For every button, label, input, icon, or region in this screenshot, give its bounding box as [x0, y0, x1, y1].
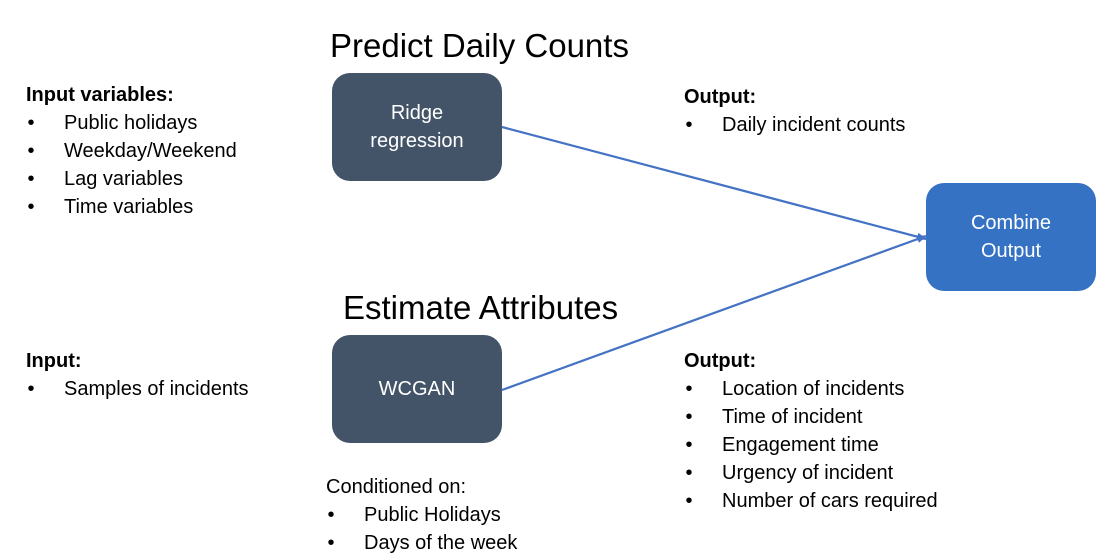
bottom-input-list: • Samples of incidents: [26, 375, 249, 403]
bottom-output-label: Output:: [684, 350, 757, 372]
list-item: • Time of incident: [684, 403, 938, 431]
list-item: • Time variables: [26, 193, 237, 221]
arrow-ridge-to-combine: [501, 125, 927, 241]
bullet-icon: •: [327, 532, 335, 554]
list-item-text: Daily incident counts: [722, 114, 906, 136]
list-item: • Urgency of incident: [684, 459, 938, 487]
bullet-icon: •: [27, 140, 35, 162]
bottom-input-block: Input: • Samples of incidents: [26, 347, 249, 403]
list-item-text: Weekday/Weekend: [64, 140, 237, 162]
bullet-icon: •: [27, 168, 35, 190]
combine-output-label-line1: Combine: [970, 212, 1052, 234]
top-output-label: Output:: [684, 86, 757, 108]
list-item-text: Urgency of incident: [722, 462, 894, 484]
bullet-icon: •: [685, 406, 693, 428]
list-item-text: Time variables: [64, 196, 194, 218]
list-item: • Public holidays: [26, 109, 237, 137]
bullet-icon: •: [685, 490, 693, 512]
wcgan-node: WCGAN: [332, 335, 502, 443]
arrow-wcgan-to-combine: [501, 234, 927, 392]
list-item-text: Location of incidents: [722, 378, 905, 400]
list-item: • Location of incidents: [684, 375, 938, 403]
heading-estimate-attributes: Estimate Attributes: [343, 289, 619, 326]
conditioned-on-label: Conditioned on:: [326, 476, 467, 498]
list-item-text: Time of incident: [722, 406, 863, 428]
conditioned-on-block: Conditioned on: • Public Holidays • Days o…: [326, 473, 517, 557]
list-item: • Daily incident counts: [684, 111, 905, 139]
list-item-text: Lag variables: [64, 168, 183, 190]
heading-predict-daily-counts: Predict Daily Counts: [330, 27, 629, 64]
bottom-output-block: Output: • Location of incidents • Time of …: [684, 347, 938, 515]
top-input-label: Input variables:: [26, 84, 174, 106]
list-item: • Public Holidays: [326, 501, 517, 529]
list-item-text: Engagement time: [722, 434, 879, 456]
bottom-input-label: Input:: [26, 350, 82, 372]
ridge-regression-node: Ridge regression: [332, 73, 502, 181]
bottom-output-list: • Location of incidents • Time of incident…: [684, 375, 938, 515]
conditioned-on-list: • Public Holidays • Days of the week: [326, 501, 517, 557]
top-input-block: Input variables: • Public holidays • Weekd…: [26, 81, 237, 221]
bullet-icon: •: [685, 462, 693, 484]
bullet-icon: •: [27, 112, 35, 134]
list-item-text: Public holidays: [64, 112, 198, 134]
bullet-icon: •: [685, 114, 693, 136]
list-item: • Lag variables: [26, 165, 237, 193]
list-item-text: Days of the week: [364, 532, 518, 554]
combine-output-node: Combine Output: [926, 183, 1096, 291]
list-item: • Days of the week: [326, 529, 517, 557]
bullet-icon: •: [27, 378, 35, 400]
list-item: • Weekday/Weekend: [26, 137, 237, 165]
top-output-block: Output: • Daily incident counts: [684, 83, 905, 139]
bullet-icon: •: [27, 196, 35, 218]
top-input-list: • Public holidays • Weekday/Weekend • Lag v…: [26, 109, 237, 221]
bullet-icon: •: [327, 504, 335, 526]
list-item: • Number of cars required: [684, 487, 938, 515]
list-item: • Engagement time: [684, 431, 938, 459]
ridge-regression-label-line1: Ridge: [390, 102, 444, 124]
combine-output-label-line2: Output: [980, 240, 1042, 262]
list-item-text: Samples of incidents: [64, 378, 249, 400]
ridge-regression-label-line2: regression: [370, 130, 464, 152]
wcgan-label: WCGAN: [378, 378, 456, 400]
bullet-icon: •: [685, 378, 693, 400]
list-item-text: Public Holidays: [364, 504, 501, 526]
list-item: • Samples of incidents: [26, 375, 249, 403]
list-item-text: Number of cars required: [722, 490, 938, 512]
top-output-list: • Daily incident counts: [684, 111, 905, 139]
bullet-icon: •: [685, 434, 693, 456]
